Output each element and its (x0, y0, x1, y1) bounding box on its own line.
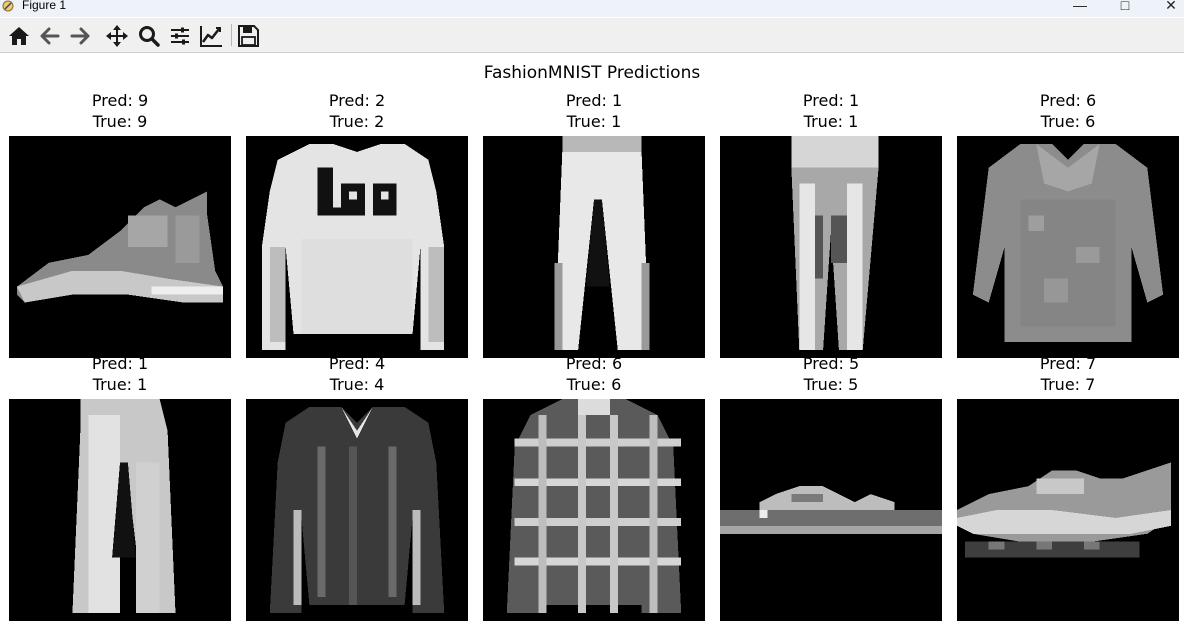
image-ankle-boot (9, 136, 231, 358)
home-button[interactable] (6, 23, 32, 49)
true-label: True: 2 (329, 112, 385, 131)
minimize-button[interactable]: — (1065, 0, 1095, 14)
pred-label: Pred: 6 (565, 354, 623, 373)
image-pullover (246, 136, 468, 358)
pred-label: Pred: 7 (1039, 354, 1097, 373)
panel-title: Pred: 4 True: 4 (246, 353, 468, 395)
toolbar-separator (231, 24, 232, 46)
forward-button[interactable] (67, 23, 93, 49)
image-sandal (720, 399, 942, 621)
window-title: Figure 1 (22, 0, 67, 12)
arrow-left-icon (40, 27, 60, 45)
image-shirt (957, 136, 1179, 358)
panel-title: Pred: 9 True: 9 (9, 90, 231, 132)
true-label: True: 1 (566, 112, 622, 131)
true-label: True: 7 (1040, 375, 1096, 394)
true-label: True: 9 (92, 112, 148, 131)
panel-title: Pred: 2 True: 2 (246, 90, 468, 132)
pan-button[interactable] (104, 23, 130, 49)
floppy-disk-icon (238, 25, 259, 47)
pred-label: Pred: 5 (802, 354, 860, 373)
pred-label: Pred: 4 (328, 354, 386, 373)
panel-title: Pred: 5 True: 5 (720, 353, 942, 395)
figure-canvas[interactable]: FashionMNIST Predictions Pred: 9 True: 9… (0, 53, 1184, 642)
panel-title: Pred: 1 True: 1 (9, 353, 231, 395)
true-label: True: 1 (92, 375, 148, 394)
true-label: True: 6 (1040, 112, 1096, 131)
window-titlebar: Figure 1 — □ ✕ (0, 0, 1184, 17)
true-label: True: 6 (566, 375, 622, 394)
image-sneaker (957, 399, 1179, 621)
close-button[interactable]: ✕ (1156, 0, 1184, 14)
minimize-icon: — (1073, 0, 1087, 13)
move-icon (106, 25, 128, 47)
pred-label: Pred: 1 (91, 354, 149, 373)
true-label: True: 4 (329, 375, 385, 394)
home-icon (9, 27, 29, 45)
panel-title: Pred: 1 True: 1 (483, 90, 705, 132)
panel-title: Pred: 6 True: 6 (483, 353, 705, 395)
maximize-button[interactable]: □ (1110, 0, 1140, 14)
image-trouser (9, 399, 231, 621)
panel-title: Pred: 1 True: 1 (720, 90, 942, 132)
image-shirt (483, 399, 705, 621)
panel-title: Pred: 7 True: 7 (957, 353, 1179, 395)
maximize-icon: □ (1120, 0, 1130, 13)
pred-label: Pred: 6 (1039, 91, 1097, 110)
navigation-toolbar (0, 18, 1184, 53)
close-icon: ✕ (1165, 0, 1177, 13)
image-trouser (483, 136, 705, 358)
figure-suptitle: FashionMNIST Predictions (483, 63, 701, 83)
zoom-button[interactable] (136, 23, 162, 49)
pred-label: Pred: 1 (565, 91, 623, 110)
pred-label: Pred: 2 (328, 91, 386, 110)
image-coat (246, 399, 468, 621)
edit-axes-button[interactable] (198, 23, 224, 49)
save-button[interactable] (235, 23, 261, 49)
matplotlib-app-icon (2, 0, 14, 12)
true-label: True: 1 (803, 112, 859, 131)
image-trouser (720, 136, 942, 358)
sliders-icon (171, 27, 189, 45)
panel-title: Pred: 6 True: 6 (957, 90, 1179, 132)
configure-subplots-button[interactable] (167, 23, 193, 49)
back-button[interactable] (37, 23, 63, 49)
magnifier-icon (139, 26, 160, 47)
pred-label: Pred: 9 (91, 91, 149, 110)
true-label: True: 5 (803, 375, 859, 394)
line-chart-icon (200, 26, 222, 47)
arrow-right-icon (70, 27, 90, 45)
pred-label: Pred: 1 (802, 91, 860, 110)
